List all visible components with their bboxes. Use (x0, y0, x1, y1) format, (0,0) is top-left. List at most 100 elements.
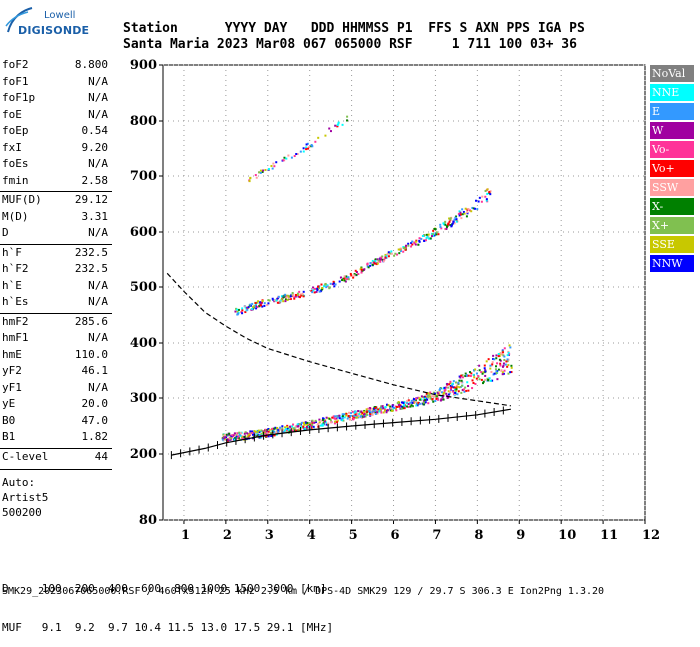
o-trace-point (418, 402, 421, 405)
f-2hop-point (478, 196, 481, 199)
o-trace-point (510, 371, 513, 374)
f-2hop-point (360, 266, 363, 269)
auto-line2: Artist5 (2, 491, 49, 504)
param-row: D N/A (2, 226, 108, 242)
f-2hop-point (444, 220, 447, 223)
f-2hop-point (275, 299, 278, 302)
o-trace-point (264, 432, 267, 435)
o-trace-point (417, 396, 420, 399)
o-trace-point (445, 392, 448, 395)
o-trace-point (501, 353, 504, 356)
f-3hop-point (328, 127, 331, 130)
o-trace-point (243, 432, 246, 435)
o-trace-point (429, 397, 432, 400)
f-2hop-point (273, 299, 276, 302)
electron-density-profile (166, 272, 511, 407)
o-trace-point (442, 393, 445, 396)
f-3hop-point (329, 130, 332, 133)
f-2hop-point (282, 300, 285, 303)
f-2hop-point (325, 286, 328, 289)
o-trace-point (241, 437, 244, 440)
o-trace-point (367, 408, 370, 411)
f-2hop-point (486, 188, 489, 191)
muf-table: D 100 200 400 600 800 1000 1500 3000 [km… (2, 556, 333, 647)
f-2hop-point (464, 207, 467, 210)
o-trace-point (289, 429, 292, 432)
param-row: foF1 N/A (2, 75, 108, 91)
param-value: N/A (88, 295, 108, 308)
f-2hop-point (458, 210, 461, 213)
f-2hop-point (250, 307, 253, 310)
f-2hop-point (418, 239, 421, 242)
param-label: h`E (2, 278, 22, 292)
o-trace-point (348, 411, 351, 414)
o-trace-point (436, 394, 439, 397)
o-trace-point (406, 399, 409, 402)
o-trace-point (305, 421, 308, 424)
f-2hop-point (473, 207, 476, 210)
o-trace-point (478, 378, 481, 381)
o-trace-point (273, 427, 276, 430)
o-trace-point (224, 436, 227, 439)
o-trace-point (497, 355, 500, 358)
f-2hop-point (434, 232, 437, 235)
o-trace-point (323, 420, 326, 423)
f-2hop-point (293, 297, 296, 300)
o-trace-point (482, 371, 485, 374)
auto-line1: Auto: (2, 476, 36, 489)
x-tick-label: 4 (307, 528, 316, 543)
o-trace-point (277, 429, 280, 432)
muf-row: MUF 9.1 9.2 9.7 10.4 11.5 13.0 17.5 29.1… (2, 621, 334, 634)
o-trace-point (374, 405, 377, 408)
f-2hop-point (332, 280, 335, 283)
f-2hop-point (381, 255, 384, 258)
o-trace-point (428, 395, 431, 398)
o-trace-point (453, 393, 456, 396)
f-2hop-point (420, 237, 423, 240)
param-row: foEs N/A (2, 157, 108, 173)
f-2hop-point (452, 220, 455, 223)
o-trace-point (310, 424, 313, 427)
o-trace-point (426, 398, 429, 401)
param-value: 232.5 (74, 245, 108, 259)
o-trace-point (268, 434, 271, 437)
f-2hop-point (386, 253, 389, 256)
o-trace-point (464, 386, 467, 389)
f-2hop-point (448, 220, 451, 223)
o-trace-point (449, 390, 452, 393)
param-row: MUF(D) 29.12 (2, 193, 108, 209)
f-2hop-point (347, 276, 350, 279)
logo-line2: DIGISONDE (18, 24, 90, 37)
o-trace-point (420, 395, 423, 398)
logo-line1: Lowell (44, 10, 76, 21)
o-trace-point (425, 392, 428, 395)
f-2hop-point (244, 305, 247, 308)
f-3hop-point (275, 161, 278, 164)
f-2hop-point (442, 222, 445, 225)
f-2hop-point (390, 252, 393, 255)
param-label: h`Es (2, 295, 29, 308)
f-2hop-point (246, 308, 249, 311)
o-trace-point (478, 364, 481, 367)
o-trace-point (493, 372, 496, 375)
f-2hop-point (376, 258, 379, 261)
o-trace-point (335, 419, 338, 422)
param-label: yF2 (2, 364, 22, 377)
o-trace-point (442, 391, 445, 394)
o-trace-point (325, 416, 328, 419)
f-2hop-point (293, 296, 296, 299)
o-trace-point (454, 391, 457, 394)
x-tick-label: 9 (516, 528, 525, 543)
f-3hop-point (305, 146, 308, 149)
f-2hop-point (454, 216, 457, 219)
y-tick-label: 80 (139, 513, 157, 528)
f-2hop-point (343, 275, 346, 278)
f-2hop-point (284, 295, 287, 298)
f-2hop-point (345, 275, 348, 278)
o-trace-point (442, 398, 445, 401)
f-2hop-point (284, 300, 287, 303)
f-2hop-point (261, 299, 264, 302)
f-3hop-point (310, 145, 313, 148)
y-tick-label: 600 (130, 225, 157, 240)
param-value: 1.82 (81, 430, 109, 443)
